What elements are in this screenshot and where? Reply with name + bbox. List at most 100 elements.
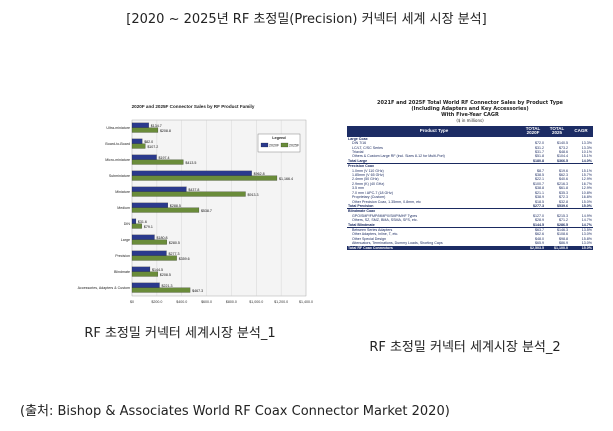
table-cell-label: Other Adapters, Inline, T, etc. xyxy=(352,232,399,237)
table-subtitle: (Including Adapters and Key Accessories) xyxy=(411,106,529,112)
table-cell-cagr: 10.8% xyxy=(581,190,592,195)
bar-2020F xyxy=(131,266,151,272)
bar-2020F xyxy=(131,282,160,288)
bar-data-label: $962.8 xyxy=(254,172,265,176)
table-row: 7.0 mm / APC-7 (18 GHz) $21.1 $35.3 10.8% xyxy=(347,191,593,195)
table-cell-label: Total Blindmate xyxy=(347,222,521,228)
bar-data-label: $208.5 xyxy=(160,273,171,277)
table-cell-cagr: 13.0% xyxy=(581,241,592,246)
bar-chart-panel: 2020F and 2025F Connector Sales by RF Pr… xyxy=(70,100,316,316)
legend-label: 2025F xyxy=(289,144,300,148)
table-cell-2025: $146.3 xyxy=(557,227,568,232)
category-label: Micro-miniature xyxy=(105,158,130,162)
category-label: Board-to-Board xyxy=(105,142,130,146)
category-label: DIN xyxy=(124,222,131,226)
bar-2025F xyxy=(131,287,191,293)
table-cell-2020: $22.1 xyxy=(535,177,544,182)
table-cell-2020: $144.5 xyxy=(521,222,545,228)
bar-data-label: $79.1 xyxy=(144,225,153,229)
table-cell-2020: $127.0 xyxy=(533,213,544,218)
category-label: Subminiature xyxy=(109,174,130,178)
bar-data-label: $197.4 xyxy=(159,156,170,160)
table-cell-cagr: 10.1% xyxy=(581,150,592,155)
table-row: 1.0mm (V 110 GHz) $8.7 $19.6 15.1% xyxy=(347,169,593,173)
table-cell-2025: $61.8 xyxy=(559,186,568,191)
chart-title: 2020F and 2025F Connector Sales by RF Pr… xyxy=(132,104,255,109)
table-row: 2.9mm (K) (40 GHz) $100.7 $216.3 16.7% xyxy=(347,182,593,186)
table-cell-2025: $286.5 xyxy=(545,222,569,228)
table-cell-cagr: 13.3% xyxy=(581,141,592,146)
table-cell-2020: $63.7 xyxy=(535,227,544,232)
bar-data-label: $208.8 xyxy=(160,129,171,133)
table-cell-label: 7.0 mm / APC-7 (18 GHz) xyxy=(352,190,393,195)
source-note: (출처: Bishop & Associates World RF Coax C… xyxy=(20,404,450,419)
table-unit-note: ($ in millions) xyxy=(456,118,484,123)
table-cell-2020: $100.7 xyxy=(533,181,544,186)
table-cell-2020: $48.0 xyxy=(535,236,544,241)
table-row: Large Coax xyxy=(347,137,593,141)
table-cell-2020: $51.8 xyxy=(535,154,544,159)
category-label: Medium xyxy=(117,206,130,210)
table-row: 2.4mm (50 GHz) $22.1 $40.6 12.9% xyxy=(347,177,593,181)
table-cell-2020: $38.9 xyxy=(535,195,544,200)
table-cell-label: Other Precision Coax, 1.35mm, 0.8mm, etc xyxy=(352,199,421,204)
legend-swatch-2020F xyxy=(260,142,269,148)
table-cell-label: 2.9mm (K) (40 GHz) xyxy=(352,181,385,186)
x-tick-label: $200.0 xyxy=(151,300,162,304)
table-cell-label: Blindmate Coax xyxy=(348,209,376,214)
bar-data-label: $538.7 xyxy=(201,209,212,213)
table-cell-2025: $73.2 xyxy=(559,145,568,150)
bar-2025F xyxy=(131,223,142,229)
bar-2020F xyxy=(131,122,149,128)
table-cell-label: Large Coax xyxy=(348,136,368,141)
table-cell-2025: $1,100.0 xyxy=(545,245,569,250)
table-cell-label: Between Series Adapters xyxy=(352,227,393,232)
table-cell-cagr: 12.9% xyxy=(581,177,592,182)
table-cell-2025: $71.2 xyxy=(559,218,568,223)
table-cell-label: GPO/SMP/FMP/MMPX/SMP/MHF Types xyxy=(352,213,418,218)
bar-2025F xyxy=(131,191,246,197)
table-row: Triaxial $31.7 $48.6 10.1% xyxy=(347,150,593,154)
bar-data-label: $134.7 xyxy=(151,124,162,128)
table-row: Total RF Coax Connectors $2,503.5 $1,100.0… xyxy=(347,245,593,250)
table-cell-label: Total Large xyxy=(347,158,521,165)
bar-data-label: $467.3 xyxy=(192,289,203,293)
table-cell-2020: $38.5 xyxy=(535,173,544,178)
table-row: Precision Coax xyxy=(347,164,593,169)
bar-2020F xyxy=(131,250,167,256)
bar-2020F xyxy=(131,138,143,144)
bar-2025F xyxy=(131,159,184,165)
table-cell-cagr: 16.8% xyxy=(581,195,592,200)
table-cell-label: Triaxial xyxy=(352,150,364,155)
table-cell-2025: $32.8 xyxy=(559,199,568,204)
table-cell-2025: $216.3 xyxy=(557,181,568,186)
bar-data-label: $144.5 xyxy=(152,268,163,272)
table-cell-cagr: 15.8% xyxy=(581,236,592,241)
bar-2020F xyxy=(131,154,157,160)
bar-data-label: $277.3 xyxy=(168,252,179,256)
bar-data-label: $180.8 xyxy=(156,236,167,240)
table-row: Attenuators, Terminations, Dummy Loads, … xyxy=(347,241,593,245)
table-row: Proprietary (Custom) $38.9 $72.3 16.8% xyxy=(347,195,593,199)
table-cell-2020: $21.1 xyxy=(535,190,544,195)
bar-data-label: $359.6 xyxy=(179,257,190,261)
bar-data-label: $913.3 xyxy=(248,193,259,197)
table-row: Total Large $180.8 $366.5 14.0% xyxy=(347,158,593,165)
table-cell-cagr: 13.0% xyxy=(581,232,592,237)
category-label: Miniature xyxy=(115,190,130,194)
table-cell-label: Other Special Design xyxy=(352,236,386,241)
category-label: Ultra-miniature xyxy=(106,126,130,130)
table-cell-2025: $35.3 xyxy=(559,190,568,195)
bar-2025F xyxy=(131,143,146,149)
table-cell-cagr: 16.7% xyxy=(581,181,592,186)
table-cell-label: Proprietary (Custom) xyxy=(352,195,386,200)
table-cell-2025: $72.3 xyxy=(559,195,568,200)
bar-2020F xyxy=(131,202,168,208)
table-cell-2020: $18.5 xyxy=(535,199,544,204)
bar-data-label: $31.6 xyxy=(138,220,147,224)
table-cell-2020: $38.8 xyxy=(535,186,544,191)
table-cell-label: DIN 7/16 xyxy=(352,141,367,146)
table-cell-label: Attenuators, Terminations, Dummy Loads, … xyxy=(352,241,443,246)
bar-2025F xyxy=(131,207,200,213)
caption-1: RF 초정밀 커넥터 세계시장 분석_1 xyxy=(84,326,276,341)
